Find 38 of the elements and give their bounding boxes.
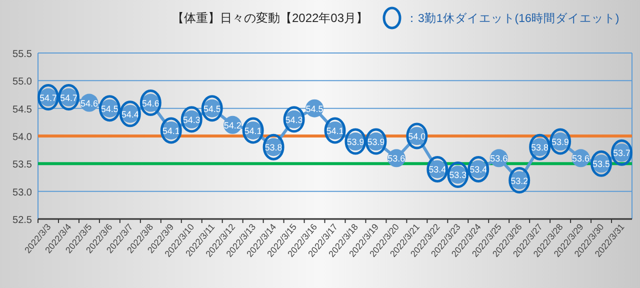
data-label: 53.5 (592, 159, 610, 170)
y-tick-label: 52.5 (12, 215, 32, 226)
data-label: 54.3 (285, 114, 303, 125)
data-label: 54.2 (224, 120, 242, 130)
y-tick-label: 53.0 (12, 187, 32, 198)
data-label: 54.7 (39, 92, 58, 103)
data-label: 54.6 (142, 98, 160, 108)
data-label: 54.1 (326, 126, 344, 136)
y-tick-label: 55.0 (12, 76, 32, 88)
data-label: 53.6 (388, 154, 406, 164)
data-label: 53.4 (470, 164, 488, 175)
data-label: 54.1 (244, 126, 262, 136)
data-label: 54.5 (306, 104, 324, 114)
y-tick-label: 54.0 (12, 132, 32, 143)
data-label: 54.1 (162, 126, 180, 136)
data-label: 54.6 (80, 98, 98, 108)
data-label: 53.7 (612, 148, 631, 158)
y-tick-label: 54.5 (12, 104, 32, 116)
data-label: 54.5 (203, 104, 221, 114)
data-label: 54.0 (408, 132, 426, 142)
y-tick-label: 53.5 (12, 160, 32, 171)
data-label: 53.9 (346, 137, 364, 148)
data-label: 53.9 (367, 137, 385, 148)
data-label: 54.5 (100, 104, 118, 114)
data-label: 53.6 (490, 154, 508, 164)
data-label: 53.8 (531, 142, 549, 153)
y-tick-label: 55.5 (12, 49, 32, 60)
chart-title: 【体重】日々の変動【2022年03月】 (172, 11, 368, 25)
data-label: 53.6 (572, 154, 590, 164)
data-label: 54.3 (182, 114, 200, 125)
data-label: 53.9 (552, 137, 570, 148)
data-label: 53.2 (510, 176, 528, 186)
data-label: 53.3 (449, 170, 467, 180)
data-label: 53.4 (428, 164, 446, 175)
data-label: 54.4 (121, 109, 139, 120)
legend-label: ：3勤1休ダイエット(16時間ダイエット) (406, 12, 620, 25)
data-label: 53.8 (264, 142, 282, 153)
data-label: 54.7 (60, 92, 78, 103)
